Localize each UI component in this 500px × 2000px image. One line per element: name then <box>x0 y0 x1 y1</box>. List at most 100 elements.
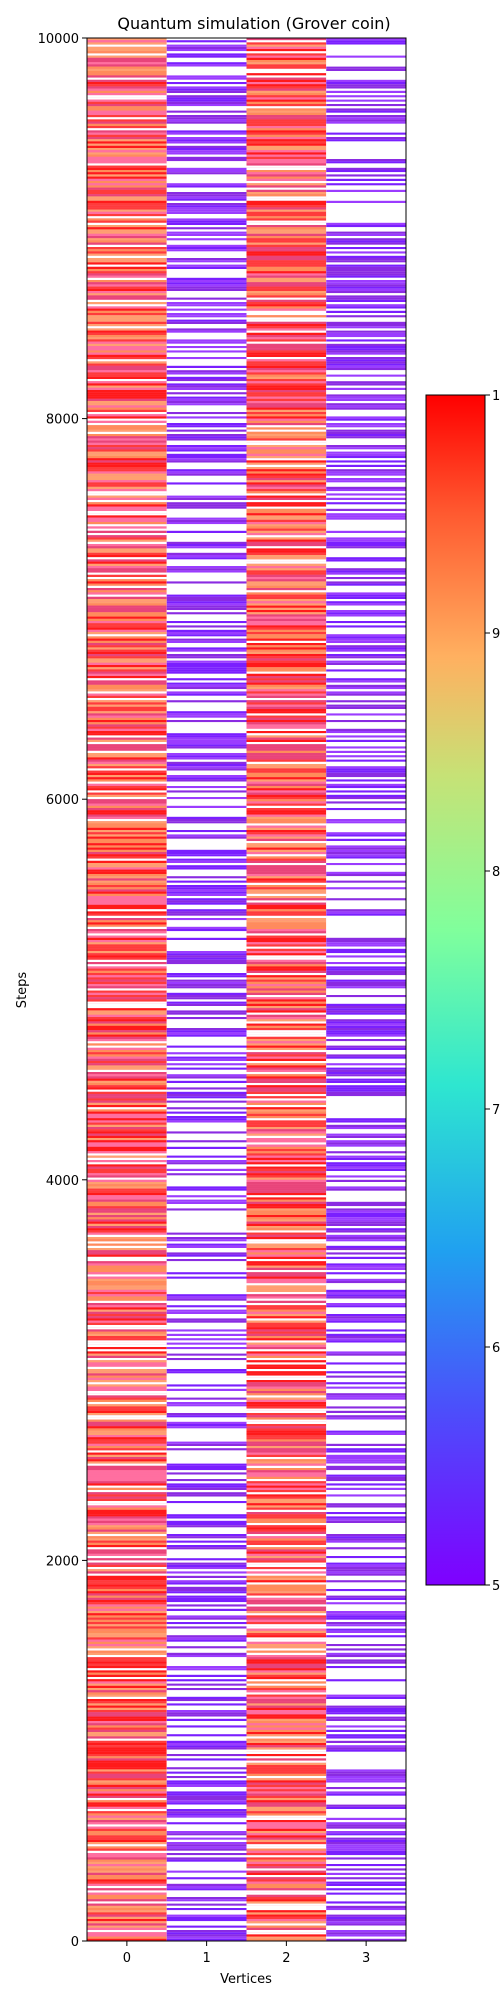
heatmap-stripe <box>246 519 327 522</box>
heatmap-stripe <box>166 1916 247 1919</box>
heatmap-stripe <box>326 1562 406 1565</box>
heatmap-stripe <box>326 1650 406 1653</box>
heatmap-stripe <box>87 1448 167 1451</box>
heatmap-stripe <box>87 1641 167 1644</box>
heatmap-stripe <box>166 1274 247 1277</box>
heatmap-stripe <box>246 541 327 544</box>
heatmap-stripe <box>326 359 406 362</box>
heatmap-stripe <box>166 370 247 373</box>
heatmap-stripe <box>246 335 327 338</box>
heatmap-stripe <box>246 1160 327 1163</box>
heatmap-stripe <box>326 1701 406 1704</box>
heatmap-stripe <box>326 1505 406 1508</box>
heatmap-stripe <box>87 1650 167 1653</box>
heatmap-stripe <box>166 392 247 395</box>
heatmap-stripe <box>166 1600 247 1603</box>
heatmap-stripe <box>246 1866 327 1869</box>
heatmap-stripe <box>87 1030 167 1033</box>
heatmap-stripe <box>166 1221 247 1224</box>
heatmap-stripe <box>326 346 406 349</box>
heatmap-stripe <box>326 836 406 839</box>
heatmap-stripe <box>246 152 327 155</box>
heatmap-stripe <box>166 1435 247 1438</box>
heatmap-stripe <box>326 1353 406 1356</box>
heatmap-stripe <box>326 1439 406 1442</box>
heatmap-stripe <box>166 830 247 833</box>
heatmap-stripe <box>166 1388 247 1391</box>
heatmap-stripe <box>166 284 247 287</box>
heatmap-stripe <box>326 264 406 267</box>
heatmap-stripe <box>326 865 406 868</box>
heatmap-stripe <box>326 1890 406 1893</box>
heatmap-stripe <box>326 53 406 56</box>
heatmap-stripe <box>166 1855 247 1858</box>
heatmap-stripe <box>246 1133 327 1136</box>
heatmap-stripe <box>246 357 327 360</box>
heatmap-stripe <box>166 1058 247 1061</box>
heatmap-stripe <box>246 112 327 115</box>
heatmap-stripe <box>326 1120 406 1123</box>
heatmap-stripe <box>166 1578 247 1581</box>
heatmap-stripe <box>166 1769 247 1772</box>
heatmap-stripe <box>326 511 406 514</box>
heatmap-stripe <box>326 1716 406 1719</box>
heatmap-stripe <box>246 539 327 542</box>
heatmap-stripe <box>87 1494 167 1497</box>
heatmap-stripe <box>87 1386 167 1389</box>
heatmap-stripe <box>326 101 406 104</box>
heatmap-stripe <box>246 1228 327 1231</box>
heatmap-stripe <box>87 339 167 342</box>
heatmap-stripe <box>87 403 167 406</box>
heatmap-stripe <box>326 1707 406 1710</box>
heatmap-stripe <box>246 1404 327 1407</box>
heatmap-stripe <box>166 841 247 844</box>
heatmap-stripe <box>87 304 167 307</box>
heatmap-cells <box>87 38 406 1941</box>
heatmap-stripe <box>326 1127 406 1130</box>
heatmap-stripe <box>246 1529 327 1532</box>
heatmap-stripe <box>166 1776 247 1779</box>
heatmap-stripe <box>246 783 327 786</box>
heatmap-stripe <box>326 51 406 54</box>
heatmap-stripe <box>87 1639 167 1642</box>
heatmap-stripe <box>87 1369 167 1372</box>
heatmap-stripe <box>87 522 167 525</box>
heatmap-stripe <box>326 665 406 668</box>
heatmap-stripe <box>326 425 406 428</box>
heatmap-stripe <box>326 1318 406 1321</box>
heatmap-stripe <box>166 66 247 69</box>
heatmap-stripe <box>87 1388 167 1391</box>
heatmap-stripe <box>166 1872 247 1875</box>
heatmap-stripe <box>246 1452 327 1455</box>
heatmap-stripe <box>246 231 327 234</box>
heatmap-stripe <box>87 786 167 789</box>
heatmap-stripe <box>246 1144 327 1147</box>
heatmap-stripe <box>166 1707 247 1710</box>
heatmap-stripe <box>246 1800 327 1803</box>
heatmap-stripe <box>326 830 406 833</box>
heatmap-stripe <box>246 51 327 54</box>
heatmap-stripe <box>87 1377 167 1380</box>
heatmap-stripe <box>166 788 247 791</box>
heatmap-stripe <box>87 321 167 324</box>
heatmap-stripe <box>166 71 247 74</box>
heatmap-stripe <box>246 1373 327 1376</box>
heatmap-stripe <box>87 478 167 481</box>
heatmap-stripe <box>246 632 327 635</box>
heatmap-stripe <box>246 396 327 399</box>
heatmap-stripe <box>246 68 327 71</box>
heatmap-stripe <box>326 297 406 300</box>
heatmap-stripe <box>166 1331 247 1334</box>
heatmap-stripe <box>87 535 167 538</box>
heatmap-stripe <box>166 504 247 507</box>
heatmap-stripe <box>246 1054 327 1057</box>
heatmap-stripe <box>166 1008 247 1011</box>
heatmap-stripe <box>87 1085 167 1088</box>
heatmap-stripe <box>326 559 406 562</box>
heatmap-stripe <box>87 346 167 349</box>
heatmap-stripe <box>326 1905 406 1908</box>
heatmap-stripe <box>246 1564 327 1567</box>
heatmap-stripe <box>246 1701 327 1704</box>
y-tick-label: 4000 <box>46 1174 79 1189</box>
heatmap-stripe <box>166 453 247 456</box>
